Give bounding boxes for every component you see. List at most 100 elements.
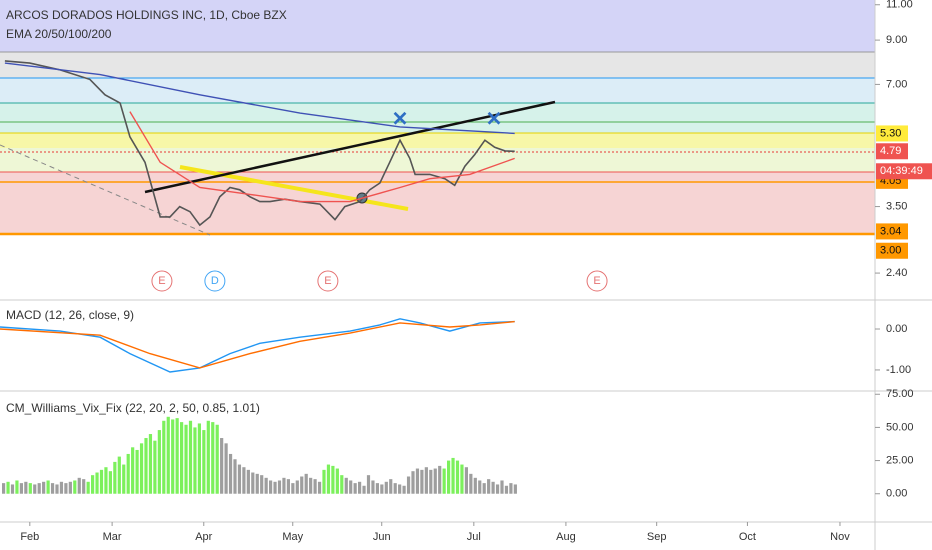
bar: [55, 484, 59, 494]
bar: [197, 423, 201, 494]
x-tick-label: Jul: [467, 531, 481, 543]
bar: [33, 484, 37, 494]
bar: [28, 483, 32, 494]
bar: [335, 468, 339, 494]
bar: [322, 469, 326, 494]
price-label: 5.30: [880, 127, 901, 139]
countdown-box: [876, 163, 932, 180]
y-tick-label: 7.00: [886, 78, 907, 90]
bar: [50, 483, 55, 494]
bar: [295, 480, 299, 494]
bar: [242, 467, 246, 494]
bar: [300, 476, 304, 494]
bar: [220, 438, 224, 494]
series-line: [129, 111, 515, 203]
bar: [202, 430, 206, 494]
bar: [228, 453, 233, 494]
bar: [184, 424, 188, 494]
event-label: E: [324, 275, 331, 287]
bar: [317, 481, 322, 494]
bar: [19, 483, 23, 494]
bar: [46, 480, 50, 494]
y-tick-label: 9.00: [886, 34, 907, 46]
bar: [82, 479, 86, 494]
y-tick-label: 2.40: [886, 267, 907, 279]
bar: [166, 416, 170, 494]
bar: [375, 483, 379, 494]
bar: [68, 481, 72, 494]
bar: [487, 479, 491, 494]
bar: [104, 467, 108, 494]
bar: [260, 475, 264, 494]
bar: [406, 476, 411, 494]
bar: [291, 483, 295, 494]
bar: [286, 479, 290, 494]
bar: [175, 418, 179, 494]
price-label-box: [876, 143, 908, 160]
bar: [504, 485, 509, 494]
chart-title: ARCOS DORADOS HOLDINGS INC, 1D, Cboe BZX: [6, 8, 287, 22]
bar: [331, 465, 335, 494]
event-marker: [317, 270, 339, 292]
x-marker: ✕: [392, 108, 409, 130]
level-zones: ✕ ✕: [0, 0, 875, 236]
bar: [491, 481, 495, 494]
bar: [420, 469, 424, 494]
bar: [340, 475, 344, 494]
bar: [366, 475, 371, 494]
bar: [224, 443, 228, 494]
trend-line: [144, 100, 556, 194]
bar: [126, 453, 130, 494]
bar: [500, 480, 504, 494]
y-tick-label: 25.00: [886, 454, 914, 466]
bar: [144, 438, 148, 494]
bar: [398, 484, 402, 494]
bar: [233, 459, 237, 494]
bar: [513, 484, 517, 494]
x-tick-label: Oct: [739, 531, 756, 543]
bar: [473, 477, 477, 494]
bar: [313, 479, 317, 494]
x-tick-label: Feb: [20, 531, 39, 543]
bar: [2, 483, 6, 494]
bar: [10, 484, 15, 494]
price-label: 3.00: [880, 245, 901, 257]
y-tick-label: 50.00: [886, 421, 914, 433]
bar: [495, 484, 500, 494]
x-marker: ✕: [486, 108, 503, 130]
bar: [455, 460, 460, 494]
bar: [153, 440, 157, 494]
bar: [122, 464, 126, 494]
bar: [99, 469, 104, 494]
bar: [358, 481, 362, 494]
bar: [251, 472, 255, 494]
bar: [135, 449, 139, 494]
bar: [451, 457, 455, 494]
price-label: 3.04: [880, 225, 901, 237]
bar: [438, 465, 442, 494]
bar: [59, 481, 64, 494]
bar: [171, 419, 175, 494]
bar: [371, 480, 375, 494]
y-tick-label: 0.00: [886, 488, 907, 500]
bar: [6, 481, 10, 494]
bar: [349, 480, 353, 494]
x-tick-label: Aug: [556, 531, 576, 543]
bar: [447, 460, 451, 494]
pane-title: MACD (12, 26, close, 9): [6, 308, 134, 322]
bar: [464, 467, 468, 494]
bar: [469, 473, 473, 494]
bar: [108, 471, 112, 494]
bar: [411, 471, 415, 494]
zone: [0, 78, 875, 103]
bar: [215, 424, 219, 494]
zone: [0, 0, 875, 52]
bar: [237, 464, 242, 494]
bar: [211, 422, 215, 494]
price-axis: [875, 0, 932, 550]
zone: [0, 133, 875, 148]
x-tick-label: Jun: [373, 531, 391, 543]
bar: [139, 443, 144, 494]
event-marker: [586, 270, 608, 292]
